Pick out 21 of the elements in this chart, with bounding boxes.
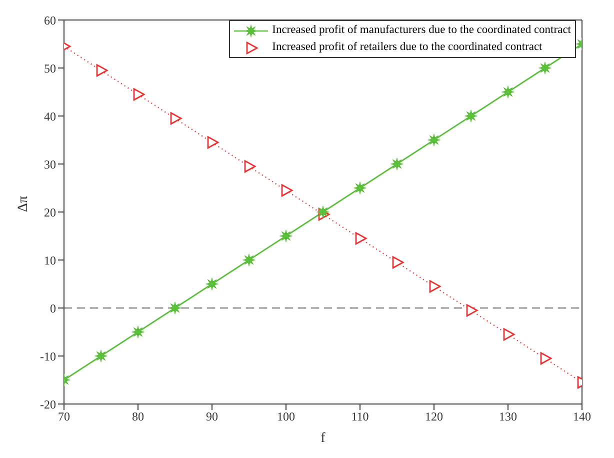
y-tick-label: 30 (44, 157, 56, 172)
x-tick-label: 80 (132, 410, 144, 424)
y-tick-label: 20 (44, 205, 56, 220)
y-tick-label: 10 (44, 253, 56, 268)
x-tick-label: 70 (58, 410, 70, 424)
y-tick-label: 40 (44, 109, 56, 124)
legend-label: Increased profit of retailers due to the coordinated contract (272, 40, 542, 55)
x-tick-label: 120 (425, 410, 443, 424)
y-tick-label: 0 (50, 301, 56, 316)
y-tick-label: -10 (40, 349, 56, 364)
x-tick-label: 110 (351, 410, 369, 424)
y-tick-label: -20 (40, 397, 56, 412)
legend-label: Increased profit of manufacturers due to the coordinated contract (272, 23, 571, 38)
y-axis-title: Δπ (16, 196, 31, 212)
x-axis-title: f (320, 431, 326, 446)
y-tick-label: 60 (44, 13, 56, 28)
x-tick-label: 140 (573, 410, 591, 424)
x-tick-label: 100 (277, 410, 295, 424)
x-tick-label: 130 (499, 410, 517, 424)
y-tick-label: 50 (44, 61, 56, 76)
x-tick-label: 90 (206, 410, 218, 424)
